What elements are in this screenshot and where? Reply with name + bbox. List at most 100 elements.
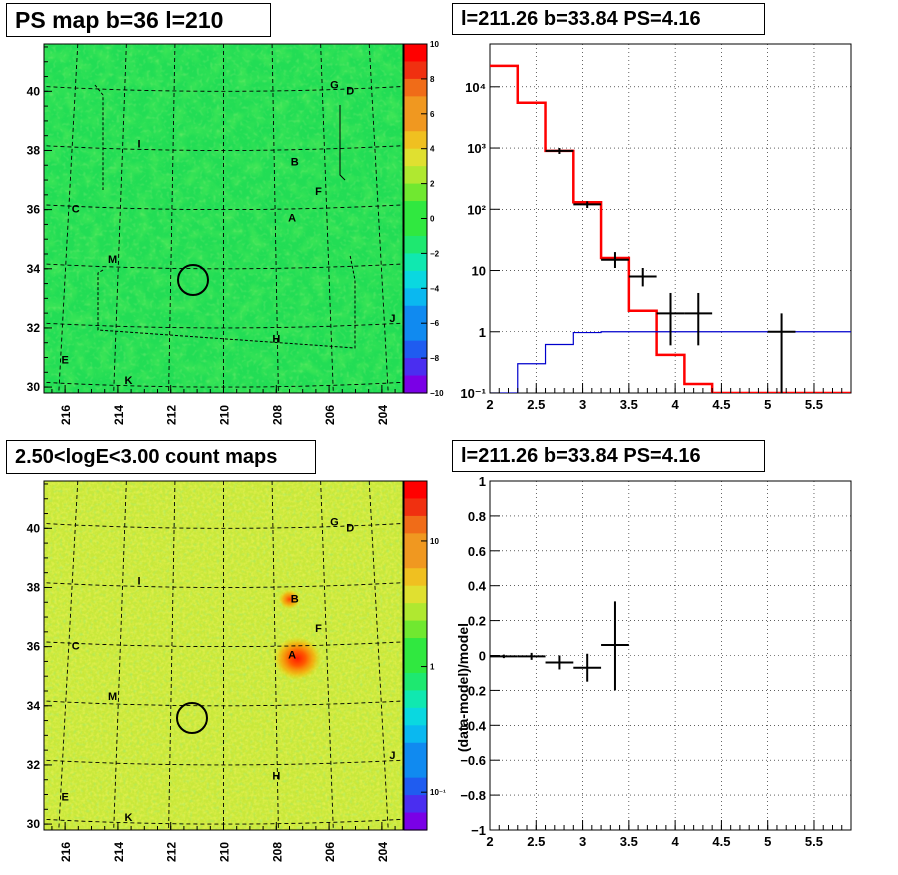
colorbar-bin <box>404 690 427 709</box>
source-label: J <box>389 313 395 325</box>
x-tick-label: 4.5 <box>712 397 730 412</box>
source-label: M <box>108 691 117 703</box>
y-tick-label: 36 <box>27 203 41 217</box>
colorbar-bin <box>404 707 427 726</box>
lon-grid-line <box>168 44 176 393</box>
y-tick-label: 10³ <box>467 141 486 156</box>
x-tick-label: 2.5 <box>527 834 545 849</box>
bright-spot <box>273 636 322 681</box>
colorbar-bin <box>404 61 427 80</box>
x-tick-label: 3.5 <box>620 397 638 412</box>
colorbar-bin <box>404 166 427 185</box>
colorbar-bin <box>404 148 427 167</box>
lon-grid-line <box>271 481 279 830</box>
x-tick-label: 2 <box>486 397 493 412</box>
residual-title: l=211.26 b=33.84 PS=4.16 <box>452 440 765 472</box>
bright-spot <box>278 589 301 610</box>
x-tick-label: 204 <box>376 842 390 862</box>
colorbar-bin <box>404 340 427 359</box>
source-label: C <box>72 204 80 216</box>
y-tick-label: 1 <box>479 325 486 340</box>
colorbar-bin <box>404 481 427 500</box>
source-label: J <box>389 750 395 762</box>
source-label: D <box>346 85 354 97</box>
colorbar-bin <box>404 725 427 744</box>
spectrum-title: l=211.26 b=33.84 PS=4.16 <box>452 3 765 35</box>
x-tick-label: 3 <box>579 397 586 412</box>
colorbar-frame <box>403 480 428 831</box>
y-tick-label: 0.8 <box>468 509 486 524</box>
colorbar-bin <box>404 323 427 342</box>
colorbar-bin <box>404 638 427 657</box>
colorbar-bin <box>404 760 427 779</box>
source-label: C <box>72 641 80 653</box>
colorbar-tick-label: 10⁻¹ <box>430 788 446 797</box>
y-tick-label: 30 <box>27 380 41 394</box>
y-tick-label: −1 <box>471 823 486 838</box>
colorbar-bin <box>404 96 427 115</box>
lon-grid-line <box>320 481 334 830</box>
colorbar-tick-label: −4 <box>430 284 440 293</box>
source-label: B <box>291 593 299 605</box>
source-label: I <box>137 576 140 588</box>
count-map-title: 2.50<logE<3.00 count maps <box>6 440 316 474</box>
colorbar-bin <box>404 375 427 394</box>
x-tick-label: 216 <box>59 842 73 862</box>
x-tick-label: 208 <box>270 842 284 862</box>
colorbar-tick-label: 6 <box>430 110 435 119</box>
colorbar-bin <box>404 672 427 691</box>
y-tick-label: 40 <box>27 84 41 98</box>
lat-grid-line <box>44 641 403 648</box>
colorbar-bin <box>404 498 427 517</box>
source-label: A <box>288 212 296 224</box>
colorbar-bin <box>404 550 427 569</box>
y-tick-label: 40 <box>27 521 41 535</box>
source-label: D <box>346 522 354 534</box>
colorbar-bin <box>404 585 427 604</box>
count-map-plot: G D I B F C A M J H E K 216 214 212 210 208 206 204 30 32 34… <box>26 463 422 862</box>
colorbar-bin <box>404 235 427 254</box>
source-label: H <box>272 771 280 783</box>
x-tick-label: 216 <box>59 405 73 425</box>
source-label: F <box>315 623 322 635</box>
source-label: M <box>108 254 117 266</box>
y-tick-label: 34 <box>27 699 41 713</box>
lon-grid-line <box>320 44 334 393</box>
x-tick-label: 5 <box>764 834 771 849</box>
ps-map-title: PS map b=36 l=210 <box>6 3 271 37</box>
x-tick-label: 5 <box>764 397 771 412</box>
colorbar-bin <box>404 533 427 552</box>
source-label: F <box>315 186 322 198</box>
y-tick-label: 0.4 <box>468 579 487 594</box>
ps-colorbar: 10 8 6 4 2 0 −2 −4 −6 −8 −10 <box>403 40 444 398</box>
x-tick-label: 2 <box>486 834 493 849</box>
colorbar-tick-label: 2 <box>430 180 435 189</box>
source-label: K <box>124 812 132 824</box>
colorbar-bin <box>404 288 427 307</box>
y-tick-label: 36 <box>27 640 41 654</box>
y-tick-label: 0.2 <box>468 614 486 629</box>
source-label: E <box>61 791 68 803</box>
colorbar-bin <box>404 515 427 534</box>
lon-grid-line <box>58 481 79 830</box>
y-tick-label: 0 <box>479 649 486 664</box>
lon-grid-line <box>368 481 389 830</box>
colorbar-bin <box>404 812 427 831</box>
colorbar-tick-label: 10 <box>430 537 439 546</box>
colorbar-bin <box>404 78 427 97</box>
y-tick-label: −0.6 <box>460 753 486 768</box>
x-tick-label: 210 <box>218 405 232 425</box>
colorbar-bin <box>404 742 427 761</box>
x-tick-label: 204 <box>376 405 390 425</box>
x-tick-label: 212 <box>165 842 179 862</box>
colorbar-tick-label: −8 <box>430 354 440 363</box>
count-colorbar: 10 1 10⁻¹ <box>403 480 446 831</box>
lat-grid-line <box>26 463 422 469</box>
ps-map-plot: G D I B F C A M J H E K 216 214 212 210 208 206 204 30 32 34… <box>27 43 404 425</box>
colorbar-bin <box>404 795 427 814</box>
colorbar-tick-label: 0 <box>430 215 435 224</box>
colorbar-tick-label: −2 <box>430 249 440 258</box>
colorbar-bin <box>404 358 427 377</box>
colorbar-tick-label: 4 <box>430 145 435 154</box>
